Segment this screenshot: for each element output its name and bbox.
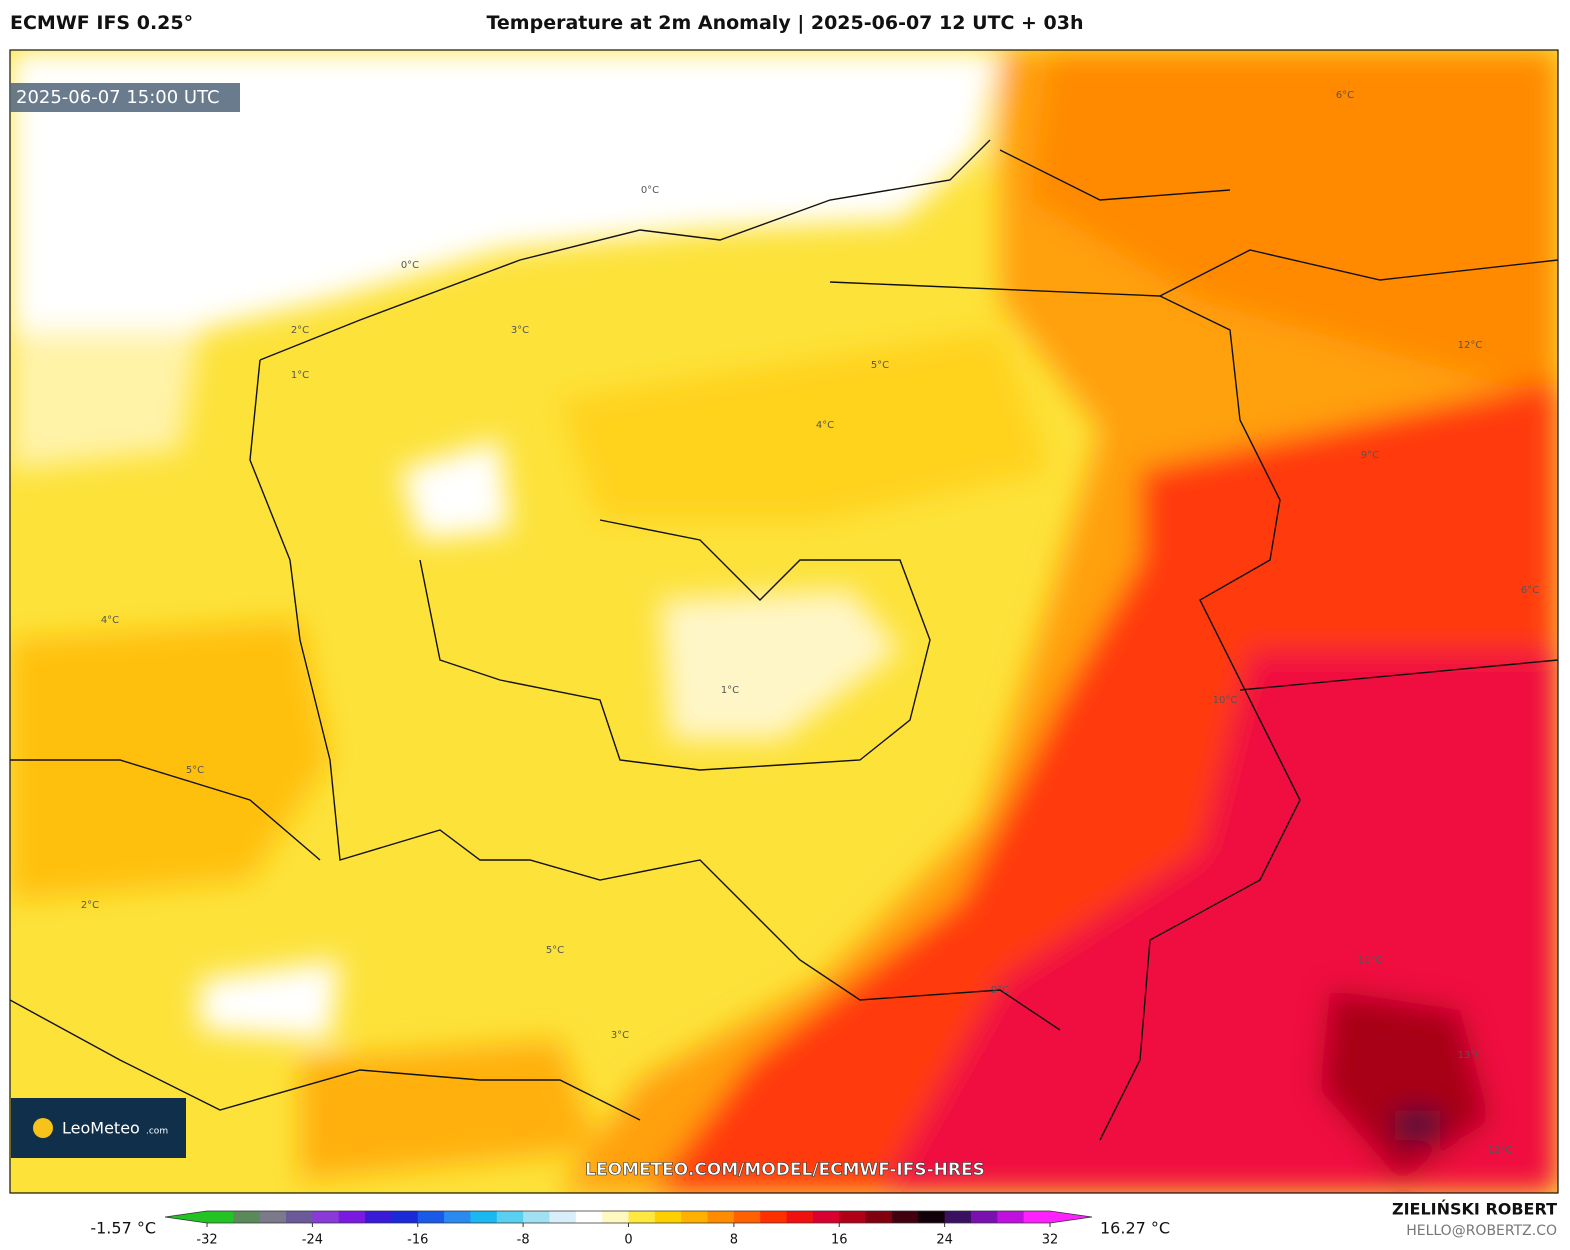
time-badge	[10, 83, 240, 112]
colorbar-segment	[970, 1211, 998, 1223]
contour-label: 9°C	[1361, 450, 1379, 461]
contour-label: 12°C	[1458, 340, 1483, 351]
map-frame	[9, 49, 1559, 1194]
contour-label: 9°C	[991, 985, 1009, 996]
contour-label: 4°C	[101, 615, 119, 626]
logo-suffix: .com	[146, 1127, 168, 1137]
author: ZIELIŃSKI ROBERT	[1392, 1200, 1557, 1219]
colorbar-tick-label: -16	[407, 1233, 428, 1248]
colorbar-segment	[312, 1211, 340, 1223]
contour-label: 5°C	[871, 360, 889, 371]
colorbar-tick-label: 0	[624, 1233, 632, 1248]
colorbar-segment	[891, 1211, 919, 1223]
contour-label: 3°C	[511, 325, 529, 336]
colorbar-segment	[628, 1211, 656, 1223]
chart-title: Temperature at 2m Anomaly | 2025-06-07 1…	[486, 12, 1084, 34]
colorbar-tick-label: 24	[936, 1233, 953, 1248]
contour-label: 13°C	[1458, 1050, 1483, 1061]
contour-label: 0°C	[401, 260, 419, 271]
colorbar-segment	[575, 1211, 603, 1223]
contour-label: 4°C	[816, 420, 834, 431]
colorbar-segment	[286, 1211, 313, 1223]
colorbar-segment	[417, 1211, 445, 1223]
colorbar-segment	[470, 1211, 498, 1223]
watermark: LEOMETEO.COM/MODEL/ECMWF-IFS-HRES	[585, 1160, 985, 1180]
colorbar-segment	[654, 1211, 682, 1223]
colorbar-segment	[549, 1211, 577, 1223]
contour-label: 1°C	[721, 685, 739, 696]
logo-text: LeoMeteo	[62, 1119, 140, 1138]
colorbar-tick-label: -8	[517, 1233, 530, 1248]
colorbar-over	[1050, 1211, 1092, 1223]
colorbar-segment	[997, 1211, 1025, 1223]
colorbar-segment	[681, 1211, 709, 1223]
colorbar-segment	[365, 1211, 392, 1223]
colorbar-segment	[444, 1211, 471, 1223]
contour-label: 5°C	[546, 945, 564, 956]
colorbar-segment	[233, 1211, 261, 1223]
colorbar-segment	[733, 1211, 761, 1223]
colorbar-max: 16.27 °C	[1100, 1219, 1170, 1238]
colorbar-segment	[944, 1211, 972, 1223]
logo-sun	[33, 1118, 53, 1138]
email: HELLO@ROBERTZ.CO	[1406, 1223, 1557, 1239]
colorbar-tick-label: 8	[730, 1233, 738, 1248]
contour-label: 12°C	[1488, 1145, 1513, 1156]
colorbar-tick-label: 32	[1042, 1233, 1059, 1248]
colorbar-segment	[786, 1211, 814, 1223]
colorbar-segment	[839, 1211, 867, 1223]
contour-label: 5°C	[186, 765, 204, 776]
colorbar-segment	[760, 1211, 788, 1223]
colorbar-under	[165, 1211, 207, 1223]
contour-label: 0°C	[641, 185, 659, 196]
colorbar-tick-label: -32	[196, 1233, 217, 1248]
colorbar-segment	[1023, 1211, 1051, 1223]
contour-label: 10°C	[1213, 695, 1238, 706]
borders	[10, 139, 1558, 1141]
colorbar-segment	[207, 1211, 234, 1223]
contour-label: 11°C	[1358, 955, 1383, 966]
colorbar-tick-label: -24	[302, 1233, 323, 1248]
contour-label: 1°C	[291, 370, 309, 381]
contour-label: 6°C	[1521, 585, 1539, 596]
colorbar-segment	[707, 1211, 735, 1223]
contour-label: 2°C	[291, 325, 309, 336]
model-name: ECMWF IFS 0.25°	[10, 12, 194, 34]
contour-label: 3°C	[611, 1030, 629, 1041]
colorbar-segment	[918, 1211, 946, 1223]
map-field	[10, 50, 1558, 1193]
colorbar-segment	[523, 1211, 550, 1223]
colorbar-segment	[812, 1211, 840, 1223]
colorbar-segment	[602, 1211, 629, 1223]
colorbar-segment	[865, 1211, 893, 1223]
colorbar-segment	[391, 1211, 419, 1223]
colorbar-segment	[338, 1211, 366, 1223]
contour-label: 2°C	[81, 900, 99, 911]
colorbar-segment	[496, 1211, 524, 1223]
colorbar-tick-label: 16	[831, 1233, 848, 1248]
colorbar-segment	[259, 1211, 287, 1223]
valid-time: 2025-06-07 15:00 UTC	[16, 87, 220, 108]
contour-label: 6°C	[1336, 90, 1354, 101]
colorbar-min: -1.57 °C	[90, 1219, 156, 1238]
